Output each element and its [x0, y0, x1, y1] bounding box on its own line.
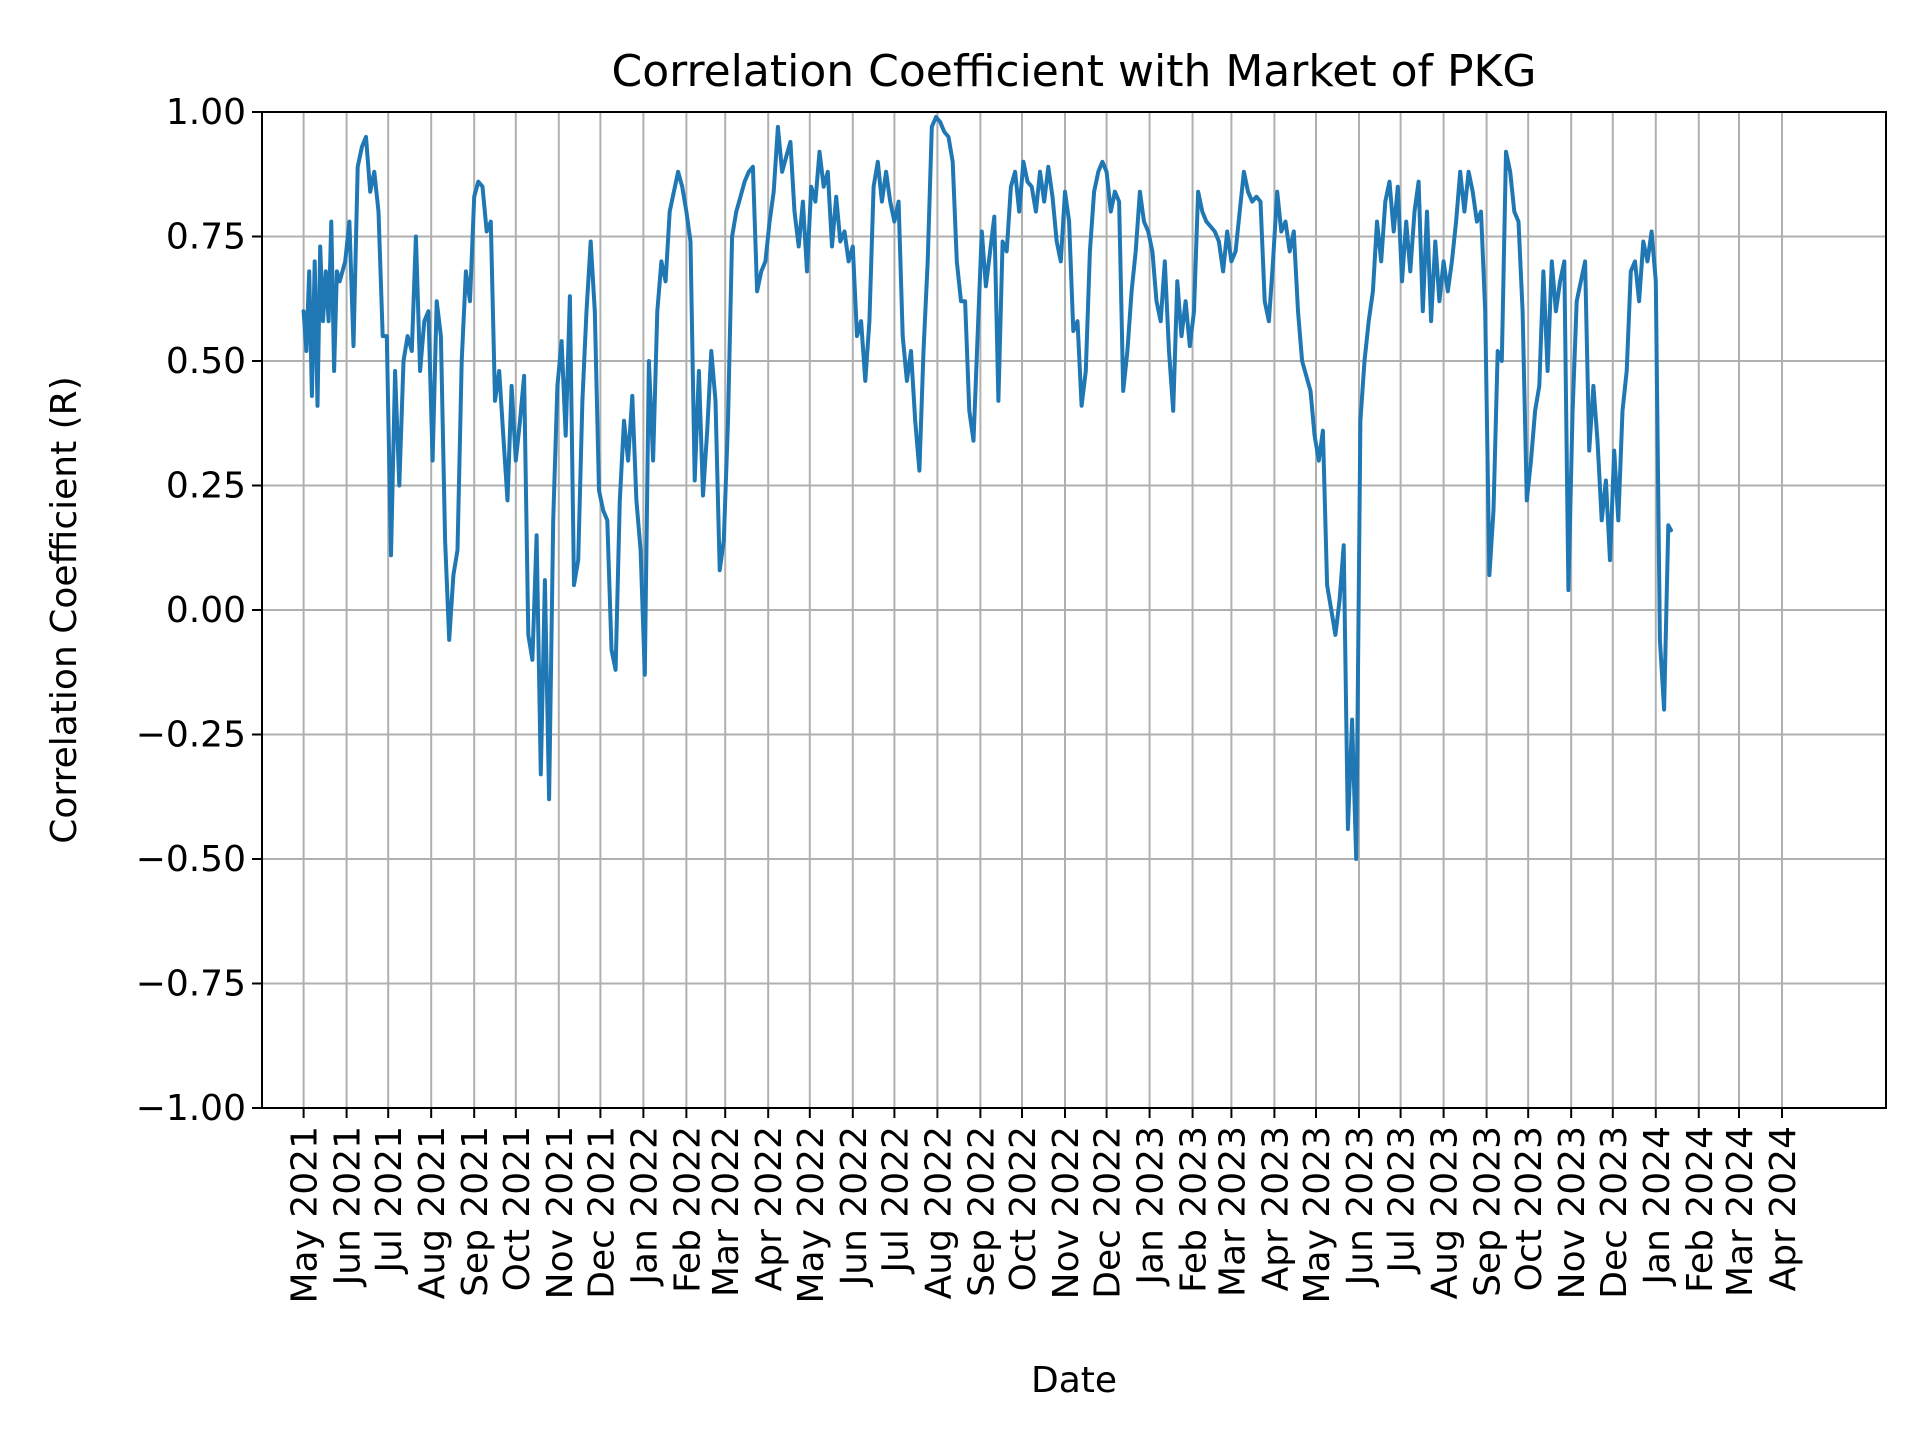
x-tick-label: Oct 2021: [497, 1126, 538, 1291]
x-tick-label: Mar 2023: [1212, 1126, 1253, 1297]
x-tick-label: Jan 2023: [1131, 1126, 1172, 1287]
x-tick-label: Jul 2021: [369, 1126, 410, 1275]
x-tick-label: Nov 2022: [1046, 1126, 1087, 1299]
x-tick-label: Nov 2021: [540, 1126, 581, 1299]
x-tick-label: Jul 2022: [875, 1126, 916, 1275]
x-tick-label: Sep 2022: [961, 1126, 1002, 1297]
x-tick-label: Dec 2021: [581, 1126, 622, 1299]
x-tick-label: May 2022: [791, 1126, 832, 1304]
x-tick-label: Jun 2023: [1340, 1126, 1381, 1287]
x-tick-label: Jan 2024: [1637, 1126, 1678, 1287]
x-tick-label: Aug 2021: [412, 1126, 453, 1299]
x-tick-label: Apr 2024: [1763, 1126, 1804, 1291]
x-tick-label: Jun 2021: [328, 1126, 369, 1287]
x-tick-label: May 2023: [1297, 1126, 1338, 1304]
x-tick-label: Feb 2022: [667, 1126, 708, 1293]
y-tick-label: 0.25: [166, 466, 246, 507]
x-tick-label: Sep 2021: [455, 1126, 496, 1297]
x-tick-label: Dec 2022: [1088, 1126, 1129, 1299]
x-tick-label: Nov 2023: [1552, 1126, 1593, 1299]
x-tick-label: Aug 2023: [1425, 1126, 1466, 1299]
x-tick-label: Apr 2022: [749, 1126, 790, 1291]
x-tick-label: Feb 2024: [1680, 1126, 1721, 1293]
y-tick-label: −1.00: [136, 1088, 246, 1129]
x-tick-label: Mar 2022: [706, 1126, 747, 1297]
series-layer: [301, 115, 1673, 861]
y-tick-label: 0.75: [166, 217, 246, 258]
x-tick-label: Jan 2022: [624, 1126, 665, 1287]
chart-title: Correlation Coefficient with Market of P…: [612, 46, 1537, 97]
x-tick-label: Feb 2023: [1174, 1126, 1215, 1293]
x-tick-label: Jun 2022: [834, 1126, 875, 1287]
y-axis-label: Correlation Coefficient (R): [44, 376, 85, 844]
x-tick-label: Apr 2023: [1255, 1126, 1296, 1291]
y-tick-label: −0.75: [136, 964, 246, 1005]
x-tick-label: Sep 2023: [1468, 1126, 1509, 1297]
x-axis-label: Date: [1031, 1360, 1117, 1401]
x-tick-label: Dec 2023: [1594, 1126, 1635, 1299]
x-tick-label: Jul 2023: [1382, 1126, 1423, 1275]
series-line: [301, 115, 1673, 861]
y-tick-label: −0.25: [136, 715, 246, 756]
x-tick-label: May 2021: [285, 1126, 326, 1304]
y-tick-label: 0.00: [166, 590, 246, 631]
y-tick-label: −0.50: [136, 839, 246, 880]
tick-layer: −1.00 −0.75 −0.50 −0.25 0.00 0.25 0.50 0.75 1.00…: [136, 92, 1804, 1304]
x-tick-label: Mar 2024: [1720, 1126, 1761, 1297]
x-tick-label: Oct 2023: [1509, 1126, 1550, 1291]
y-tick-label: 1.00: [166, 92, 246, 133]
y-tick-label: 0.50: [166, 341, 246, 382]
x-tick-label: Oct 2022: [1003, 1126, 1044, 1291]
x-tick-label: Aug 2022: [918, 1126, 959, 1299]
